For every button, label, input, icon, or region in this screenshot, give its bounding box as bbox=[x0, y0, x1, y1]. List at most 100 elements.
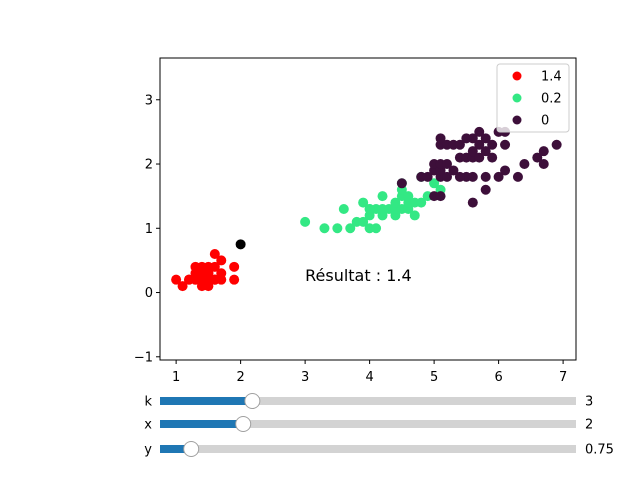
point-series-2-11 bbox=[435, 133, 446, 144]
point-series-0-19 bbox=[209, 248, 220, 259]
point-series-2-20 bbox=[467, 171, 478, 182]
slider-k-fill bbox=[160, 397, 253, 405]
slider-y[interactable]: y 0.75 bbox=[144, 441, 614, 458]
point-series-2-22 bbox=[467, 146, 478, 157]
point-series-2-37 bbox=[512, 171, 523, 182]
x-tick-label-4: 5 bbox=[430, 370, 438, 385]
y-tick-label-4: 3 bbox=[145, 93, 153, 108]
point-series-0-14 bbox=[229, 274, 240, 285]
slider-k-handle[interactable] bbox=[244, 393, 261, 409]
point-series-2-6 bbox=[435, 191, 446, 202]
point-series-1-19 bbox=[390, 197, 401, 208]
point-series-2-43 bbox=[467, 197, 478, 208]
point-series-2-31 bbox=[487, 139, 498, 150]
point-series-2-12 bbox=[442, 159, 453, 170]
point-series-2-0 bbox=[396, 178, 407, 189]
x-tick-label-1: 2 bbox=[236, 370, 244, 385]
legend-marker-1 bbox=[512, 93, 522, 103]
point-series-2-32 bbox=[493, 171, 504, 182]
point-series-1-28 bbox=[416, 197, 427, 208]
slider-k-label: k bbox=[144, 395, 152, 410]
point-series-2-27 bbox=[480, 184, 491, 195]
slider-y-fill bbox=[160, 445, 192, 453]
slider-y-label: y bbox=[144, 443, 152, 458]
point-series-1-15 bbox=[377, 191, 388, 202]
point-series-1-0 bbox=[300, 216, 311, 227]
point-series-0-20 bbox=[229, 261, 240, 272]
legend-marker-0 bbox=[512, 71, 522, 81]
legend-frame bbox=[496, 63, 570, 133]
legend: 1.4 0.2 0 bbox=[496, 63, 570, 133]
slider-x-handle[interactable] bbox=[235, 416, 252, 432]
point-series-2-34 bbox=[500, 165, 511, 176]
y-tick-label-0: −1 bbox=[134, 350, 153, 365]
x-tick-label-3: 4 bbox=[365, 370, 373, 385]
legend-label-1: 0.2 bbox=[541, 92, 562, 107]
point-series-2-24 bbox=[474, 152, 485, 163]
point-series-1-3 bbox=[338, 204, 349, 214]
plot-area: 1 2 3 4 5 6 7 −1 0 1 2 3 Résultat : 1.4 1.4 0.2 0 bbox=[134, 57, 577, 385]
point-series-2-17 bbox=[454, 139, 465, 150]
point-series-0-12 bbox=[209, 261, 220, 272]
point-series-1-26 bbox=[409, 210, 420, 221]
x-axis-ticks: 1 2 3 4 5 6 7 bbox=[172, 360, 567, 385]
slider-x-track[interactable] bbox=[160, 420, 576, 428]
x-tick-label-5: 6 bbox=[494, 370, 502, 385]
point-series-2-14 bbox=[448, 165, 459, 176]
point-series-0-1 bbox=[177, 281, 188, 292]
point-series-2-46 bbox=[461, 133, 472, 144]
point-series-2-29 bbox=[480, 146, 491, 157]
point-series-1-7 bbox=[358, 197, 369, 208]
legend-label-0: 1.4 bbox=[541, 70, 562, 85]
point-series-1-6 bbox=[358, 216, 369, 227]
point-series-2-40 bbox=[538, 159, 549, 170]
x-tick-label-6: 7 bbox=[559, 370, 567, 385]
point-series-2-42 bbox=[551, 139, 562, 150]
sliders: k 3x 2y 0.75 bbox=[144, 393, 614, 458]
point-series-1-4 bbox=[345, 223, 356, 234]
point-series-2-39 bbox=[532, 152, 543, 163]
point-series-0-28 bbox=[209, 274, 220, 285]
slider-x-value: 2 bbox=[585, 418, 593, 433]
legend-entries: 1.4 0.2 0 bbox=[512, 70, 562, 129]
point-series-1-25 bbox=[403, 191, 414, 202]
point-series-2-47 bbox=[442, 171, 453, 182]
point-series-0-0 bbox=[171, 274, 182, 285]
slider-y-value: 0.75 bbox=[585, 443, 614, 458]
point-series-0-27 bbox=[190, 274, 201, 285]
point-series-2-41 bbox=[538, 146, 549, 157]
slider-k-value: 3 bbox=[585, 395, 593, 410]
point-series-2-26 bbox=[474, 126, 485, 137]
legend-marker-2 bbox=[512, 115, 522, 125]
point-series-1-1 bbox=[319, 223, 330, 234]
point-series-2-28 bbox=[480, 171, 491, 182]
point-series-1-34 bbox=[364, 204, 375, 214]
x-tick-label-2: 3 bbox=[301, 370, 309, 385]
axes-frame bbox=[159, 57, 577, 361]
point-series-0-13 bbox=[216, 255, 227, 266]
slider-y-track[interactable] bbox=[160, 445, 576, 453]
points-layer bbox=[171, 126, 562, 292]
query-point bbox=[235, 239, 246, 250]
slider-y-handle[interactable] bbox=[183, 441, 200, 457]
slider-k-track[interactable] bbox=[160, 397, 576, 405]
point-series-2-2 bbox=[422, 171, 433, 182]
y-tick-label-2: 1 bbox=[145, 222, 153, 237]
point-series-2-25 bbox=[474, 139, 485, 150]
y-tick-label-1: 0 bbox=[145, 286, 153, 301]
x-tick-label-0: 1 bbox=[172, 370, 180, 385]
y-tick-label-3: 2 bbox=[145, 158, 153, 173]
point-series-2-44 bbox=[454, 171, 465, 182]
point-series-1-31 bbox=[429, 178, 440, 189]
point-series-2-45 bbox=[480, 133, 491, 144]
result-annotation: Résultat : 1.4 bbox=[305, 266, 412, 285]
y-axis-ticks: −1 0 1 2 3 bbox=[134, 93, 160, 365]
point-series-2-38 bbox=[519, 159, 530, 170]
point-series-2-35 bbox=[500, 139, 511, 150]
slider-x-fill bbox=[160, 420, 244, 428]
slider-x-label: x bbox=[144, 418, 152, 433]
legend-label-2: 0 bbox=[541, 114, 549, 129]
